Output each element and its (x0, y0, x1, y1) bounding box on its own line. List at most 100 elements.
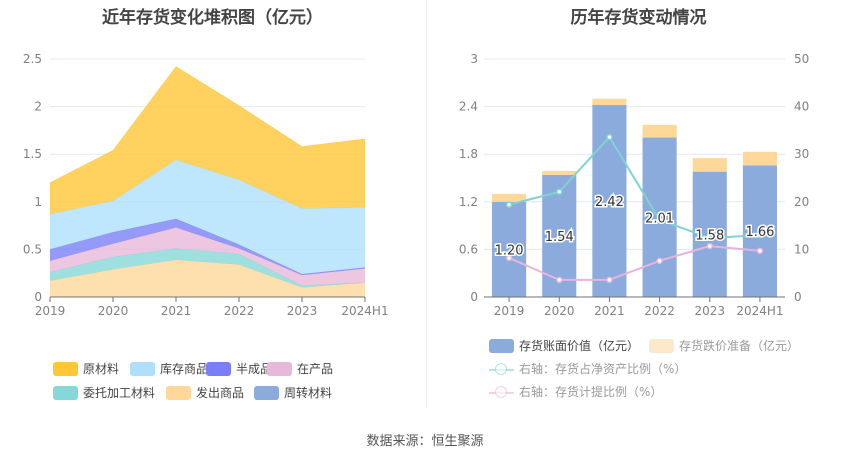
y-tick-label: 0 (34, 290, 42, 304)
legend-swatch (130, 361, 155, 376)
line-point (656, 216, 663, 224)
y-right-tick-label: 20 (794, 195, 809, 209)
legend-label: 在产品 (297, 362, 334, 376)
y-left-tick-label: 1.2 (459, 195, 478, 209)
legend-item[interactable]: 原材料 (53, 360, 119, 377)
bar-data-label: 2.01 (645, 211, 674, 226)
y-left-tick-label: 3 (470, 52, 478, 66)
bar-impairment-reserve (692, 158, 727, 172)
line-provision-ratio (508, 245, 761, 281)
legend-label: 存货账面价值（亿元） (519, 339, 640, 353)
x-tick-label: 2020 (544, 304, 575, 318)
legend-item[interactable]: 右轴：存货占净资产比例（%） (489, 360, 686, 377)
legend-swatch (489, 362, 514, 376)
bar-data-label: 1.54 (545, 230, 574, 245)
legend-swatch (206, 361, 231, 376)
y-left-tick-label: 2.4 (459, 100, 478, 114)
legend-label: 发出商品 (196, 386, 245, 400)
line-point (505, 254, 513, 262)
bar-data-label: 1.20 (495, 243, 524, 258)
right-chart-title: 历年存货变动情况 (570, 8, 707, 28)
bar-impairment-reserve (642, 124, 677, 138)
legend-label: 周转材料 (284, 386, 333, 400)
legend-swatch (489, 385, 514, 399)
legend-item[interactable]: 发出商品 (166, 384, 244, 401)
legend-label: 原材料 (83, 362, 120, 376)
line-point (556, 188, 563, 196)
x-tick-label: 2019 (494, 304, 525, 318)
panel-divider (426, 0, 427, 408)
legend-swatch (267, 361, 292, 376)
area-edge-原材料 (49, 66, 366, 183)
area-半成品 (50, 218, 365, 276)
legend-item[interactable]: 右轴：存货计提比例（%） (489, 383, 662, 400)
line-net-asset-ratio (508, 135, 760, 239)
x-tick-label: 2021 (161, 304, 192, 318)
line-point (606, 276, 613, 284)
line-point (756, 247, 764, 255)
line-point (756, 231, 764, 239)
left-chart-title: 近年存货变化堆积图（亿元） (102, 8, 323, 28)
legend-label: 右轴：存货占净资产比例（%） (519, 362, 687, 376)
legend-item[interactable]: 周转材料 (254, 384, 332, 401)
legend-item[interactable]: 在产品 (267, 360, 333, 377)
x-tick-label: 2019 (35, 304, 66, 318)
bar-impairment-reserve (542, 170, 577, 175)
bar-data-label: 1.58 (695, 228, 724, 243)
y-right-tick-label: 0 (794, 290, 802, 304)
legend-swatch (254, 385, 279, 400)
legend-swatch (166, 385, 191, 400)
x-tick-label: 2024H1 (736, 304, 783, 318)
legend-item[interactable]: 库存商品 (130, 360, 208, 377)
legend-label: 委托加工材料 (83, 386, 156, 400)
legend-item[interactable]: 存货账面价值（亿元） (489, 337, 639, 354)
x-tick-label: 2022 (644, 304, 675, 318)
legend-item[interactable]: 半成品 (206, 360, 272, 377)
line-point (606, 133, 613, 141)
legend-swatch (649, 338, 674, 353)
legend-item[interactable]: 存货跌价准备（亿元） (649, 337, 799, 354)
y-left-tick-label: 0 (470, 290, 478, 304)
bar-book-value (492, 201, 527, 297)
area-在产品 (50, 227, 365, 286)
bar-data-label: 1.66 (745, 225, 774, 240)
left-chart-panel: 近年存货变化堆积图（亿元） 0 0.5 1 1.5 2 2.5 2019 2020 2021 20… (0, 0, 425, 410)
line-point (656, 257, 663, 265)
bar-book-value (742, 165, 777, 297)
line-point (556, 276, 563, 284)
x-tick-label: 2022 (224, 304, 255, 318)
y-tick-label: 0.5 (23, 242, 42, 256)
bar-impairment-reserve (742, 151, 777, 166)
line-point (505, 201, 513, 208)
x-tick-label: 2021 (594, 304, 625, 318)
bar-impairment-reserve (592, 98, 627, 106)
y-right-tick-label: 30 (794, 147, 809, 161)
x-tick-label: 2023 (694, 304, 725, 318)
y-right-tick-label: 10 (794, 242, 809, 256)
data-source-footer: 数据来源：恒生聚源 (366, 434, 484, 449)
bar-impairment-reserve (492, 193, 527, 202)
area-发出商品 (50, 259, 365, 297)
y-right-tick-label: 50 (794, 52, 809, 66)
x-tick-label: 2024H1 (341, 304, 388, 318)
y-left-tick-label: 0.6 (459, 242, 478, 256)
legend-label: 右轴：存货计提比例（%） (519, 385, 663, 399)
legend-item[interactable]: 委托加工材料 (53, 384, 155, 401)
bar-data-label: 2.42 (595, 195, 624, 210)
y-right-tick-label: 40 (794, 100, 809, 114)
x-tick-label: 2023 (287, 304, 318, 318)
y-left-tick-label: 1.8 (459, 147, 478, 161)
legend-swatch (53, 385, 78, 400)
x-tick-label: 2020 (98, 304, 129, 318)
right-chart-panel: 历年存货变动情况 0 0.6 1.2 1.8 2.4 3 0 10 20 30 40 50 2019 20… (427, 0, 850, 410)
y-tick-label: 1.5 (23, 147, 42, 161)
stacked-area-chart: 0 0.5 1 1.5 2 2.5 2019 2020 2021 2022 2023 2024H1 (23, 52, 389, 318)
line-point (706, 242, 713, 250)
legend-swatch (489, 338, 514, 353)
line-point (706, 234, 713, 242)
y-tick-label: 1 (34, 195, 42, 209)
y-tick-label: 2.5 (23, 52, 42, 66)
legend-label: 半成品 (236, 362, 273, 376)
area-原材料 (50, 66, 365, 215)
